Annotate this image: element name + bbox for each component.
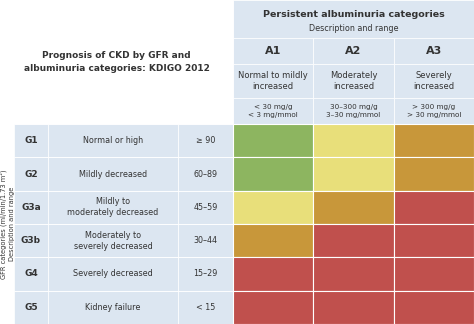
Text: G2: G2 <box>24 169 38 179</box>
Bar <box>313 257 394 291</box>
Text: < 30 mg/g
< 3 mg/mmol: < 30 mg/g < 3 mg/mmol <box>248 104 298 118</box>
Bar <box>313 124 394 157</box>
Bar <box>48 191 178 224</box>
Bar <box>313 191 394 224</box>
Bar <box>394 124 474 157</box>
Bar <box>313 291 394 324</box>
Text: Normal or high: Normal or high <box>83 136 143 145</box>
Text: Mildly to
moderately decreased: Mildly to moderately decreased <box>67 197 159 217</box>
Text: > 300 mg/g
> 30 mg/mmol: > 300 mg/g > 30 mg/mmol <box>407 104 461 118</box>
Text: Severely
increased: Severely increased <box>413 71 455 91</box>
Bar <box>14 224 48 257</box>
Bar <box>313 224 394 257</box>
Bar <box>394 257 474 291</box>
Bar <box>233 291 313 324</box>
Bar <box>233 157 313 191</box>
Text: Moderately
increased: Moderately increased <box>330 71 377 91</box>
Bar <box>178 124 233 157</box>
Bar <box>14 124 48 157</box>
Text: ≥ 90: ≥ 90 <box>196 136 215 145</box>
Bar <box>14 291 48 324</box>
Bar <box>233 124 313 157</box>
Bar <box>14 157 48 191</box>
Bar <box>394 291 474 324</box>
Bar <box>48 257 178 291</box>
Bar <box>233 64 313 98</box>
Bar <box>178 224 233 257</box>
Text: A3: A3 <box>426 46 442 56</box>
Text: Kidney failure: Kidney failure <box>85 303 141 312</box>
Text: < 15: < 15 <box>196 303 215 312</box>
Bar <box>48 124 178 157</box>
Bar <box>233 38 313 64</box>
Text: 45–59: 45–59 <box>193 203 218 212</box>
Bar <box>233 0 474 38</box>
Bar <box>394 191 474 224</box>
Text: GFR categories (ml/min/1.73 m²)
Description and range: GFR categories (ml/min/1.73 m²) Descript… <box>0 169 15 279</box>
Bar <box>394 64 474 98</box>
Bar <box>233 98 313 124</box>
Text: Normal to mildly
increased: Normal to mildly increased <box>238 71 308 91</box>
Bar <box>48 291 178 324</box>
Bar <box>394 157 474 191</box>
Text: 60–89: 60–89 <box>193 169 218 179</box>
Text: Persistent albuminuria categories: Persistent albuminuria categories <box>263 10 444 19</box>
Text: Moderately to
severely decreased: Moderately to severely decreased <box>73 231 152 251</box>
Bar <box>178 157 233 191</box>
Text: Description and range: Description and range <box>309 24 398 33</box>
Text: Severely decreased: Severely decreased <box>73 270 153 279</box>
Bar <box>14 191 48 224</box>
Bar <box>233 257 313 291</box>
Bar <box>178 291 233 324</box>
Bar <box>178 191 233 224</box>
Text: 30–300 mg/g
3–30 mg/mmol: 30–300 mg/g 3–30 mg/mmol <box>327 104 381 118</box>
Text: G5: G5 <box>24 303 38 312</box>
Text: 30–44: 30–44 <box>193 236 218 245</box>
Bar <box>394 224 474 257</box>
Bar <box>394 38 474 64</box>
Bar <box>313 38 394 64</box>
Text: A2: A2 <box>346 46 362 56</box>
Bar <box>14 257 48 291</box>
Text: G3a: G3a <box>21 203 41 212</box>
Bar <box>313 157 394 191</box>
Text: Mildly decreased: Mildly decreased <box>79 169 147 179</box>
Text: 15–29: 15–29 <box>193 270 218 279</box>
Bar <box>394 98 474 124</box>
Bar <box>178 257 233 291</box>
Text: Prognosis of CKD by GFR and
albuminuria categories: KDIGO 2012: Prognosis of CKD by GFR and albuminuria … <box>24 51 210 73</box>
Bar <box>48 157 178 191</box>
Text: G4: G4 <box>24 270 38 279</box>
Bar <box>313 64 394 98</box>
Bar <box>233 191 313 224</box>
Text: A1: A1 <box>265 46 282 56</box>
Bar <box>233 224 313 257</box>
Bar <box>313 98 394 124</box>
Text: G1: G1 <box>24 136 38 145</box>
Text: G3b: G3b <box>21 236 41 245</box>
Bar <box>0 0 233 124</box>
Bar <box>48 224 178 257</box>
